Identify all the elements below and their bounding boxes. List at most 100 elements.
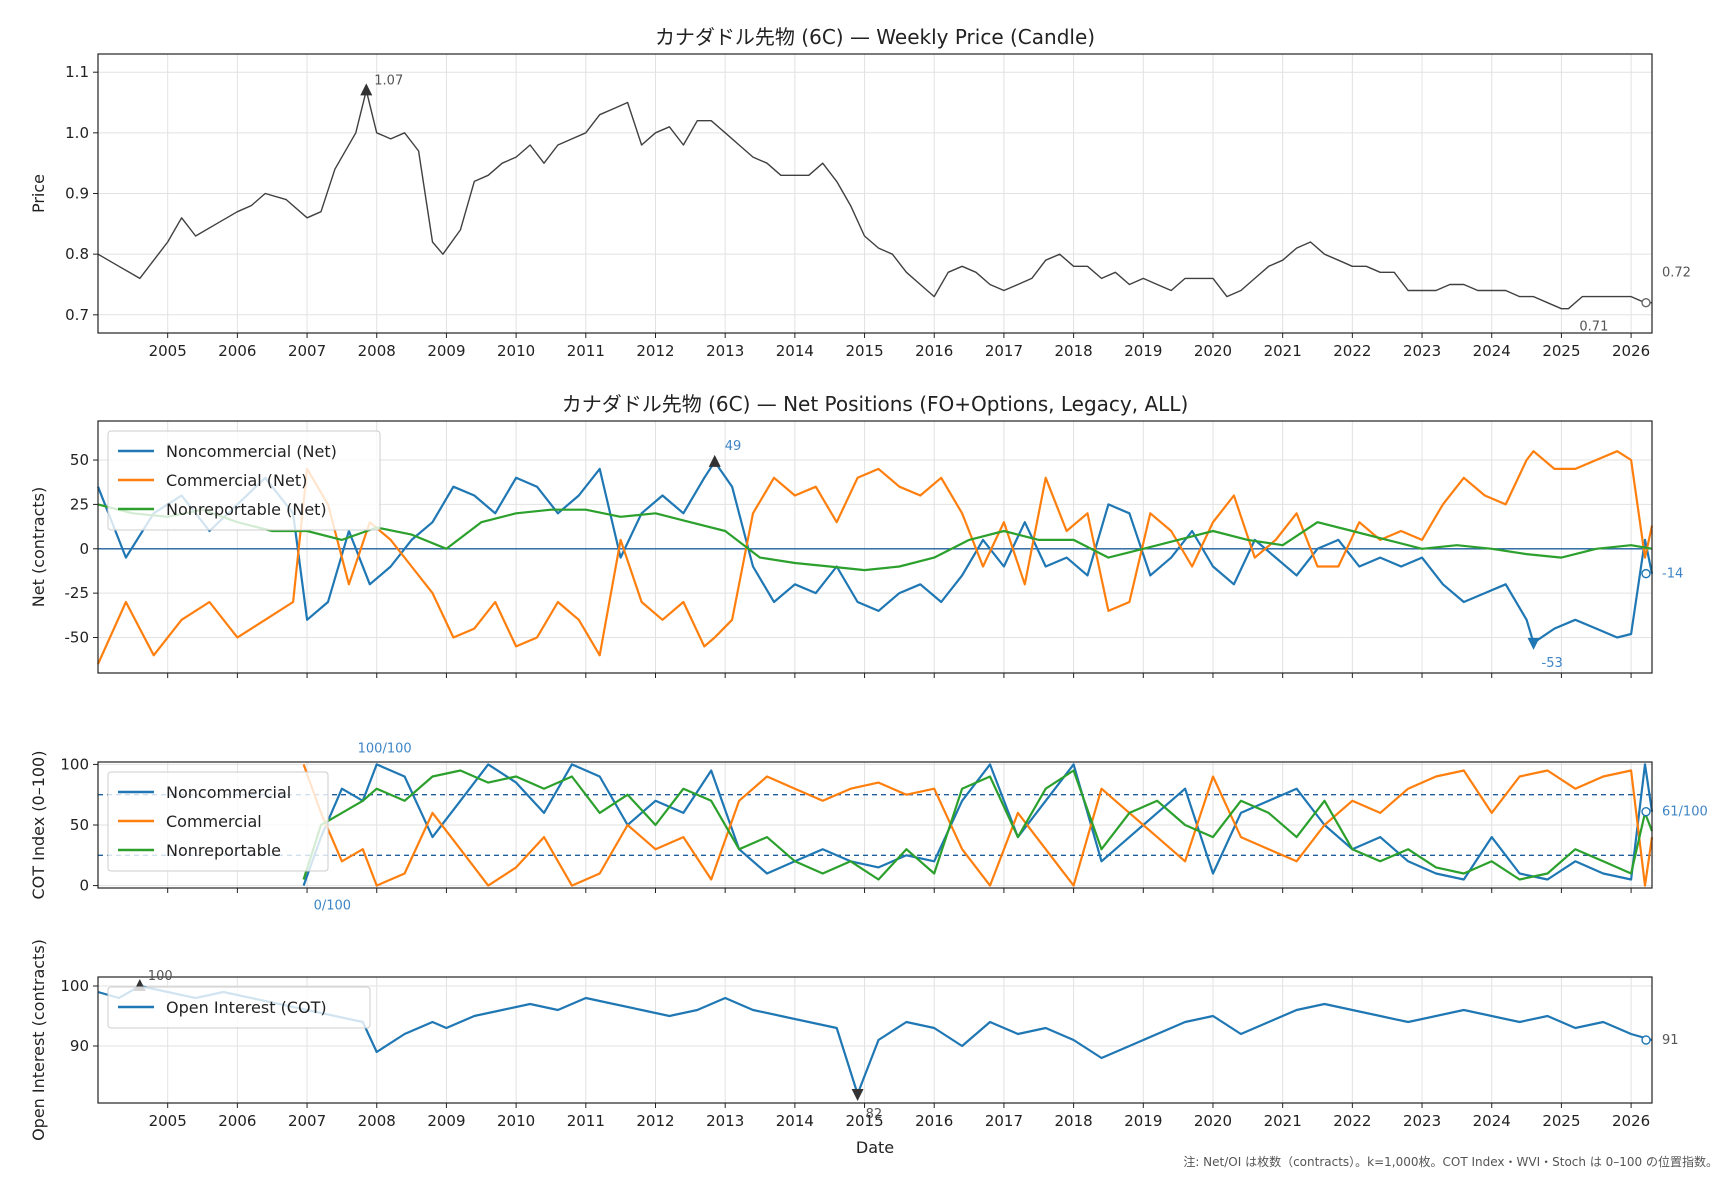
x-tick-label: 2012 [636, 1112, 674, 1130]
footnote: 注: Net/OI は枚数（contracts）。k=1,000枚。COT In… [1183, 1154, 1718, 1169]
x-tick-label: 2007 [288, 1112, 326, 1130]
y-tick-label: 100 [60, 977, 89, 995]
series-line-commercial [302, 764, 1654, 887]
x-tick-label: 2023 [1403, 1112, 1441, 1130]
x-tick-label: 2016 [915, 1112, 953, 1130]
trough-marker [1527, 637, 1540, 650]
legend-label: Commercial (Net) [166, 471, 307, 490]
plot-frame [97, 976, 1653, 1104]
legend-box [107, 771, 329, 872]
y-axis-label: Price [29, 174, 48, 213]
y-tick-label: 90 [70, 1037, 89, 1055]
x-axis-label: Date [856, 1138, 894, 1157]
x-tick-label: 2005 [149, 1112, 187, 1130]
plot-frame [97, 420, 1653, 674]
annotation-label: 91 [1662, 1033, 1679, 1048]
y-tick-label: 0.8 [65, 245, 89, 263]
y-tick-label: 50 [70, 816, 89, 834]
x-tick-label: 2007 [288, 342, 326, 360]
x-tick-label: 2008 [358, 342, 396, 360]
chart-title: カナダドル先物 (6C) — Weekly Price (Candle) [655, 25, 1095, 49]
y-tick-label: 0.9 [65, 185, 89, 203]
annotation-label: 1.07 [374, 73, 403, 88]
x-tick-label: 2013 [706, 1112, 744, 1130]
chart-panel-4: 100 90 2005 2006 2007 2008 2009 2010 2011 2012 201… [29, 939, 1679, 1157]
y-tick-label: -25 [65, 584, 90, 602]
x-tick-label: 2026 [1612, 1112, 1650, 1130]
chart-panel-1: 0.7 0.8 0.9 1.0 1.1 2005 2006 2007 2008 2009 2010 2… [29, 25, 1691, 360]
series-line-nonreportable [302, 769, 1654, 881]
y-tick-label: 100 [60, 755, 89, 773]
x-tick-label: 2024 [1473, 1112, 1511, 1130]
x-tick-label: 2014 [776, 342, 814, 360]
x-tick-label: 2020 [1194, 1112, 1232, 1130]
x-tick-label: 2018 [1055, 342, 1093, 360]
x-tick-label: 2014 [776, 1112, 814, 1130]
x-tick-label: 2016 [915, 342, 953, 360]
x-tick-label: 2017 [985, 1112, 1023, 1130]
legend-box [107, 430, 381, 531]
annotation-label: 61/100 [1662, 805, 1708, 820]
y-tick-label: 0 [79, 540, 89, 558]
x-tick-label: 2010 [497, 1112, 535, 1130]
last-value-marker [1641, 568, 1651, 579]
chart-title: カナダドル先物 (6C) — Net Positions (FO+Options… [562, 392, 1189, 416]
x-tick-label: 2006 [218, 1112, 256, 1130]
last-value-marker [1641, 806, 1651, 817]
annotation-label: 100 [148, 969, 173, 984]
annotation-label: 49 [725, 439, 742, 454]
x-tick-label: 2021 [1264, 342, 1302, 360]
y-tick-label: 25 [70, 495, 89, 513]
x-tick-label: 2019 [1124, 1112, 1162, 1130]
trough-marker [851, 1089, 864, 1101]
annotation-label: -14 [1662, 567, 1683, 582]
x-tick-label: 2015 [845, 1112, 883, 1130]
peak-marker [708, 454, 721, 467]
x-tick-label: 2011 [567, 342, 605, 360]
chart-panel-3: 100 50 0 COT Index (0–100) 100/100 0/100 61/10… [29, 741, 1708, 913]
annotation-label: 0/100 [314, 899, 351, 914]
peak-marker [360, 83, 373, 96]
annotation-label: 100/100 [358, 741, 412, 756]
legend-label: Noncommercial [166, 783, 291, 802]
x-tick-label: 2023 [1403, 342, 1441, 360]
y-tick-label: 1.1 [65, 63, 89, 81]
last-value-marker [1641, 1035, 1651, 1045]
annotation-label: 0.71 [1579, 320, 1608, 335]
y-tick-label: 1.0 [65, 124, 89, 142]
series-line-commercial-net [96, 450, 1654, 665]
x-tick-label: 2022 [1333, 1112, 1371, 1130]
y-tick-label: 50 [70, 451, 89, 469]
x-tick-label: 2020 [1194, 342, 1232, 360]
x-tick-label: 2025 [1542, 342, 1580, 360]
series-line-nonreportable-net [97, 503, 1653, 572]
x-tick-label: 2018 [1055, 1112, 1093, 1130]
x-tick-label: 2012 [636, 342, 674, 360]
x-tick-label: 2008 [358, 1112, 396, 1130]
y-axis-label: COT Index (0–100) [29, 751, 48, 900]
x-tick-label: 2025 [1542, 1112, 1580, 1130]
x-tick-label: 2017 [985, 342, 1023, 360]
x-tick-label: 2009 [427, 342, 465, 360]
x-tick-label: 2005 [149, 342, 187, 360]
y-axis-label: Open Interest (contracts) [29, 939, 48, 1141]
x-tick-label: 2019 [1124, 342, 1162, 360]
series-line-price [97, 89, 1652, 310]
annotation-label: -53 [1542, 656, 1563, 671]
y-tick-label: -50 [65, 629, 90, 647]
x-tick-label: 2010 [497, 342, 535, 360]
last-value-marker [1641, 297, 1651, 308]
legend-label: Nonreportable [166, 841, 281, 860]
x-tick-label: 2006 [218, 342, 256, 360]
x-tick-label: 2011 [567, 1112, 605, 1130]
legend-label: Open Interest (COT) [166, 998, 327, 1017]
x-tick-label: 2024 [1473, 342, 1511, 360]
x-tick-label: 2021 [1264, 1112, 1302, 1130]
chart-panel-2: 50 25 0 -25 -50 カナダドル先物 (6C) — Net Positions … [29, 392, 1683, 678]
legend-label: Nonreportable (Net) [166, 500, 327, 519]
legend-box [107, 986, 371, 1029]
x-tick-label: 2009 [427, 1112, 465, 1130]
y-axis-label: Net (contracts) [29, 487, 48, 607]
